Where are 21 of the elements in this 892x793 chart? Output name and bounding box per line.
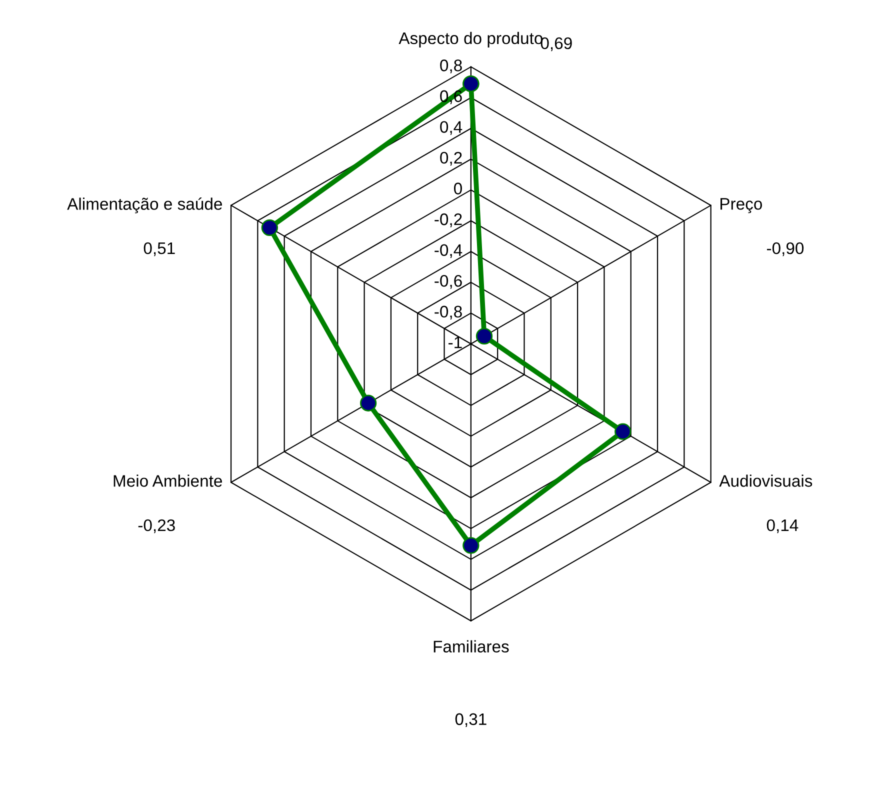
spoke-label: Familiares [434, 640, 509, 653]
y-tick-label: -0,8 [434, 306, 462, 320]
y-tick-label: -0,2 [434, 213, 462, 228]
y-tick-label: -0,6 [434, 274, 462, 289]
spoke-label: Aspecto do produto [398, 32, 543, 48]
text: -0,23 [138, 519, 175, 534]
y-tick-label: 0,4 [440, 121, 462, 135]
y-tick-label: 0 [454, 182, 462, 194]
y-tick-label: 0,8 [440, 60, 462, 74]
text: -0,90 [766, 242, 804, 256]
y-tick-label: 0,2 [440, 152, 462, 166]
text: 0,51 [144, 242, 175, 256]
y-tick-label: -0,4 [434, 244, 462, 258]
spoke-label: Preço [720, 198, 762, 214]
text: 0,69 [540, 37, 572, 52]
spoke-label: Audiovisuais [719, 474, 812, 487]
spoke-label: Meio Ambiente [114, 474, 222, 487]
spoke-label: Alimentação e saúde [67, 197, 222, 214]
y-tick-label: -1 [448, 336, 462, 348]
text: 0,31 [455, 713, 486, 728]
text: 0,14 [766, 519, 798, 534]
